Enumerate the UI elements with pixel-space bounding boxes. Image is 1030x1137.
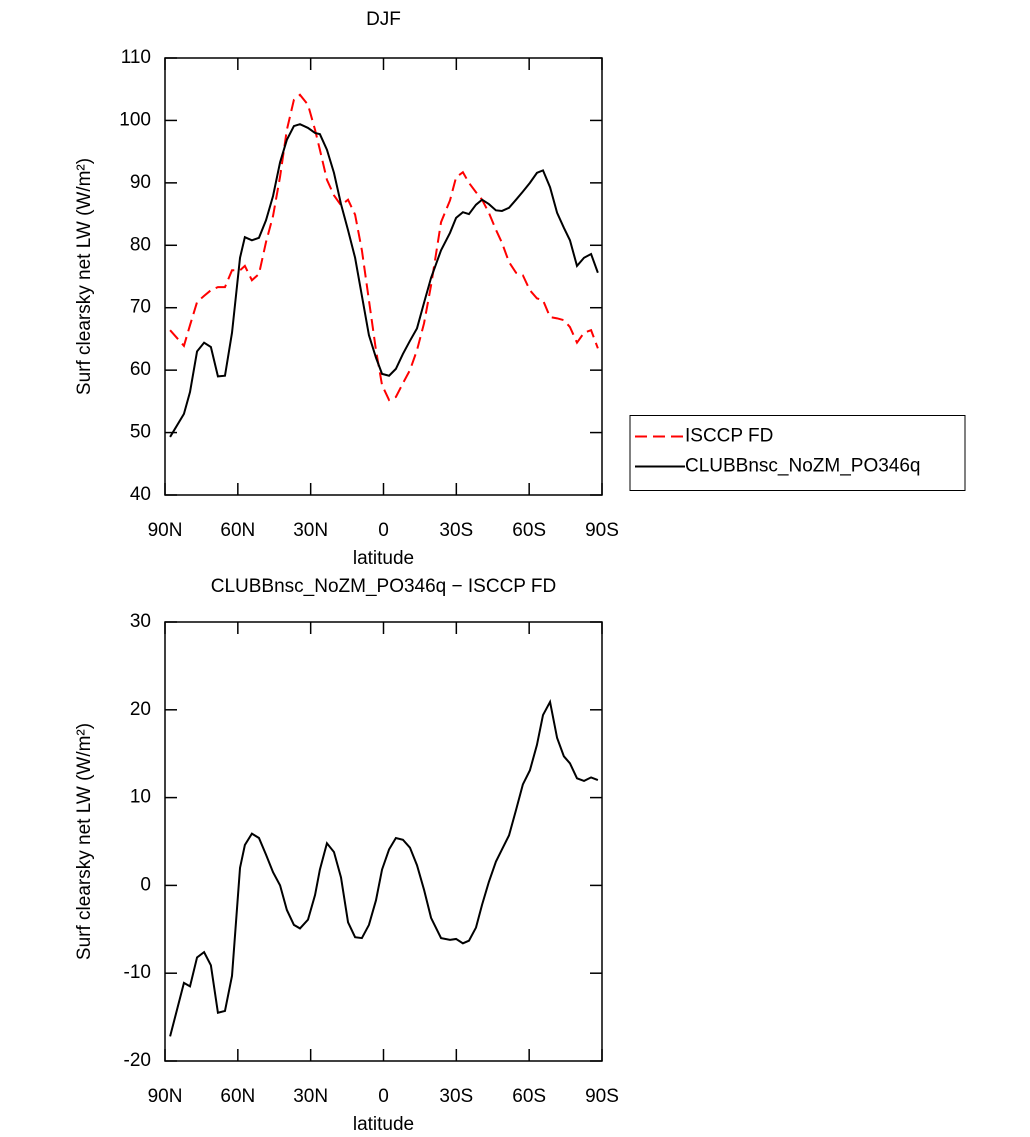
y-tick-label: 80 — [130, 234, 151, 255]
plot-frame — [164, 57, 603, 496]
x-tick-label: 60N — [220, 1086, 255, 1107]
y-tick-label: 50 — [130, 422, 151, 443]
x-tick-label: 60S — [512, 1086, 546, 1107]
data-line — [169, 698, 599, 1037]
y-tick-label: 20 — [130, 699, 151, 720]
legend-label: CLUBBnsc_NoZM_PO346q — [685, 456, 921, 477]
x-tick-label: 30S — [439, 520, 473, 541]
x-tick-label: 0 — [378, 1086, 389, 1107]
x-tick-label: 90N — [148, 520, 183, 541]
x-tick-label: 90N — [148, 1086, 183, 1107]
x-tick-label: 60S — [512, 520, 546, 541]
legend-label: ISCCP FD — [685, 426, 773, 447]
x-axis-label: latitude — [353, 1114, 414, 1135]
x-tick-label: 0 — [378, 520, 389, 541]
x-axis-label: latitude — [353, 548, 414, 569]
x-tick-label: 30S — [439, 1086, 473, 1107]
legend-box — [629, 415, 966, 491]
y-tick-label: -10 — [124, 962, 151, 983]
data-line — [169, 93, 599, 402]
y-axis-label: Surf clearsky net LW (W/m²) — [74, 723, 95, 960]
y-tick-label: 100 — [119, 109, 151, 130]
x-tick-label: 90S — [585, 1086, 619, 1107]
x-tick-label: 30N — [293, 520, 328, 541]
y-axis-label: Surf clearsky net LW (W/m²) — [74, 158, 95, 395]
chart-title: CLUBBnsc_NoZM_PO346q − ISCCP FD — [211, 576, 556, 597]
chart-title: DJF — [366, 9, 401, 30]
y-tick-label: 40 — [130, 484, 151, 505]
data-line — [169, 123, 599, 438]
x-tick-label: 60N — [220, 520, 255, 541]
x-tick-label: 90S — [585, 520, 619, 541]
x-tick-label: 30N — [293, 1086, 328, 1107]
y-tick-label: 70 — [130, 297, 151, 318]
y-tick-label: 10 — [130, 787, 151, 808]
y-tick-label: 0 — [140, 874, 151, 895]
y-tick-label: 90 — [130, 172, 151, 193]
plot-frame — [164, 621, 603, 1062]
y-tick-label: -20 — [124, 1050, 151, 1071]
y-tick-label: 60 — [130, 359, 151, 380]
y-tick-label: 30 — [130, 611, 151, 632]
y-tick-label: 110 — [121, 47, 151, 68]
